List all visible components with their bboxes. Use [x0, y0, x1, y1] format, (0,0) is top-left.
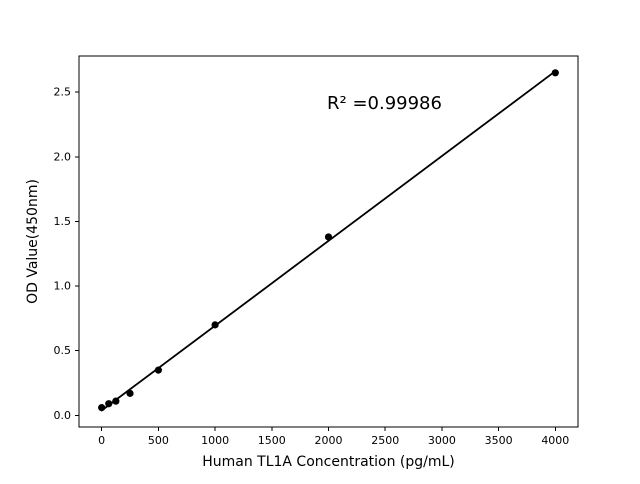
- x-axis-label: Human TL1A Concentration (pg/mL): [202, 454, 455, 470]
- x-tick-label: 2500: [371, 434, 399, 447]
- y-axis-ticks: 0.0 0.5 1.0 1.5 2.0 2.5: [54, 86, 79, 422]
- fit-line: [100, 70, 557, 412]
- data-series: [98, 69, 559, 412]
- x-tick-label: 4000: [541, 434, 569, 447]
- x-tick-label: 2000: [315, 434, 343, 447]
- y-tick-label: 2.5: [54, 86, 72, 99]
- y-tick-label: 0.5: [54, 344, 72, 357]
- y-tick-label: 1.5: [54, 215, 72, 228]
- x-tick-label: 3500: [485, 434, 513, 447]
- x-tick-label: 0: [98, 434, 105, 447]
- y-tick-label: 0.0: [54, 409, 72, 422]
- x-tick-label: 1500: [258, 434, 286, 447]
- data-point: [324, 233, 333, 241]
- data-point: [126, 389, 134, 397]
- data-point: [105, 400, 113, 408]
- y-tick-label: 1.0: [54, 280, 72, 293]
- r-squared-annotation: R² =0.99986: [327, 93, 442, 114]
- data-point: [211, 321, 219, 329]
- y-tick-label: 2.0: [54, 150, 72, 163]
- x-tick-label: 3000: [428, 434, 456, 447]
- x-tick-label: 1000: [201, 434, 229, 447]
- data-point: [98, 404, 106, 412]
- data-point: [112, 397, 120, 405]
- x-axis-ticks: 0 500 1000 1500 2000 2500 3000 3500 4000: [98, 427, 569, 447]
- data-point: [154, 366, 162, 374]
- data-point: [551, 69, 559, 77]
- y-axis-label: OD Value(450nm): [25, 179, 41, 304]
- x-tick-label: 500: [148, 434, 169, 447]
